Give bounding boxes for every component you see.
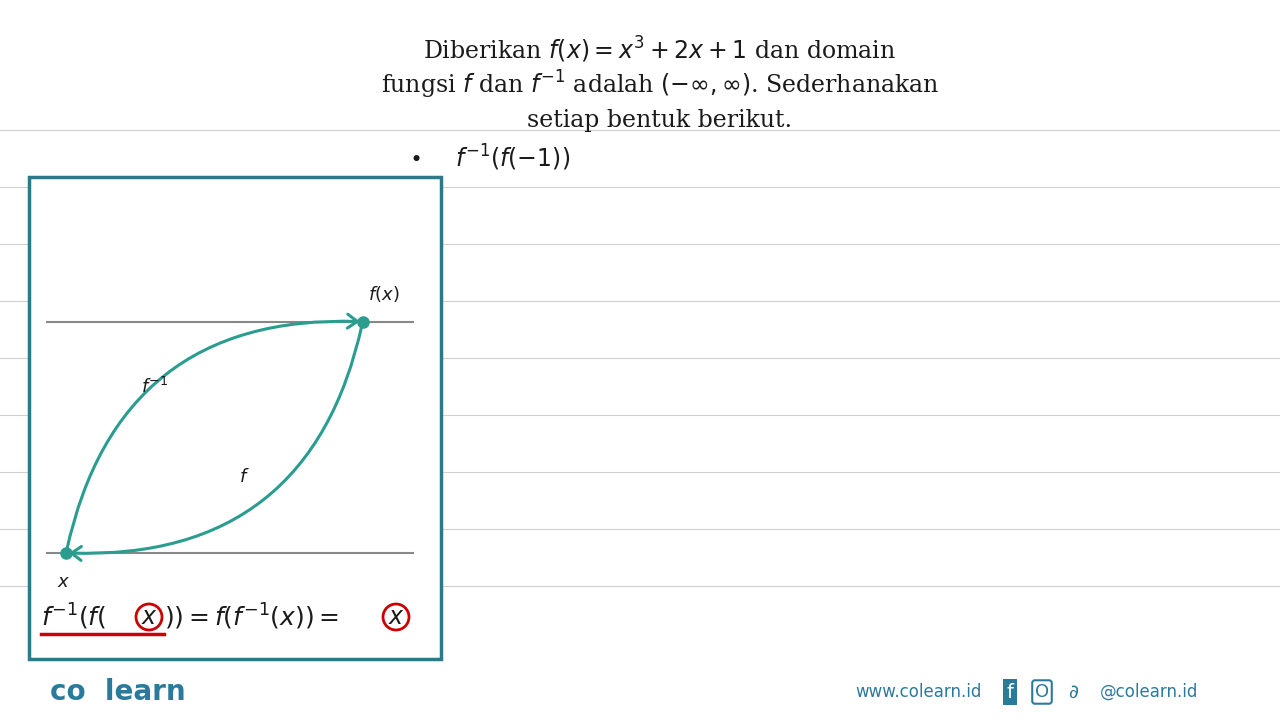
Bar [29, 177, 442, 659]
Text: f: f [1006, 683, 1014, 701]
Text: $\bullet$: $\bullet$ [410, 148, 421, 168]
Text: Diberikan $f(x) = x^3 + 2x + 1$ dan domain: Diberikan $f(x) = x^3 + 2x + 1$ dan doma… [424, 35, 896, 65]
Text: O: O [1036, 683, 1050, 701]
Text: $f^{-1}$: $f^{-1}$ [141, 377, 168, 397]
Text: $\partial$: $\partial$ [1069, 683, 1079, 701]
Text: fungsi $f$ dan $f^{-1}$ adalah $(-\infty, \infty)$. Sederhanakan: fungsi $f$ dan $f^{-1}$ adalah $(-\infty… [380, 69, 940, 101]
Text: $x$: $x$ [58, 573, 70, 591]
Text: $f$: $f$ [239, 468, 250, 486]
Text: $)) = f(f^{-1}(x)) =$: $)) = f(f^{-1}(x)) =$ [164, 602, 339, 632]
Text: www.colearn.id: www.colearn.id [855, 683, 982, 701]
Text: $f^{-1}(f($: $f^{-1}(f($ [41, 602, 106, 632]
Text: setiap bentuk berikut.: setiap bentuk berikut. [527, 109, 792, 132]
Text: $x$: $x$ [141, 606, 157, 629]
FancyArrowPatch shape [72, 324, 362, 560]
Text: $x$: $x$ [388, 606, 404, 629]
Text: co  learn: co learn [50, 678, 186, 706]
Text: @colearn.id: @colearn.id [1100, 683, 1198, 701]
Text: $f(x)$: $f(x)$ [367, 284, 399, 304]
FancyArrowPatch shape [67, 314, 357, 550]
Text: $f^{-1}(f(-1))$: $f^{-1}(f(-1))$ [454, 143, 570, 173]
